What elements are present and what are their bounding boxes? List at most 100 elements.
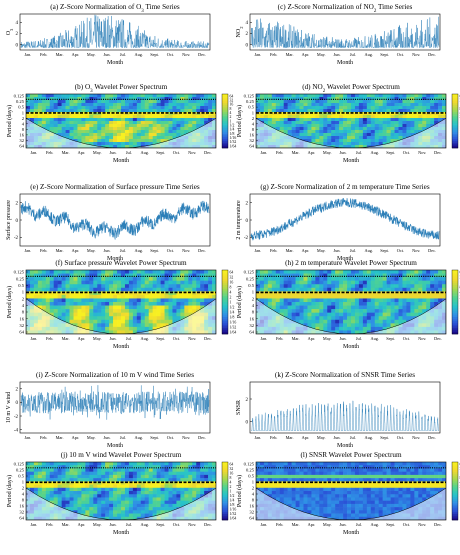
y-tick-label: -2 xyxy=(244,236,249,241)
power-cell xyxy=(296,284,300,288)
power-cell xyxy=(359,281,363,285)
panel-title-h: (h) 2 m temperature Wavelet Power Spectr… xyxy=(285,259,417,267)
power-cell xyxy=(422,298,426,302)
power-cell xyxy=(157,109,161,112)
power-cell xyxy=(260,468,264,472)
power-cell xyxy=(192,485,196,489)
power-cell xyxy=(70,472,74,476)
power-cell xyxy=(125,320,129,324)
power-cell xyxy=(172,491,176,495)
month-tick-h: Jun. xyxy=(340,336,347,341)
power-cell xyxy=(387,323,391,327)
power-cell xyxy=(319,121,323,124)
power-cell xyxy=(105,309,109,313)
power-cell xyxy=(105,103,109,106)
power-cell xyxy=(101,127,105,130)
power-cell xyxy=(304,106,308,109)
power-cell xyxy=(141,491,145,495)
colorbar-step xyxy=(222,287,228,289)
power-cell xyxy=(351,327,355,331)
power-cell xyxy=(300,103,304,106)
power-cell xyxy=(256,109,260,112)
colorbar-step xyxy=(222,501,228,503)
power-cell xyxy=(38,478,42,482)
power-cell xyxy=(161,106,165,109)
power-cell xyxy=(58,475,62,479)
power-cell xyxy=(363,121,367,124)
period-tick-label: 16 xyxy=(249,132,254,137)
power-cell xyxy=(272,462,276,466)
power-cell xyxy=(375,115,379,118)
power-cell xyxy=(169,270,173,274)
power-cell xyxy=(359,118,363,121)
power-cell xyxy=(42,475,46,479)
colorbar-step xyxy=(222,510,228,512)
power-cell xyxy=(125,462,129,466)
power-cell xyxy=(192,298,196,302)
power-cell xyxy=(42,306,46,310)
power-cell xyxy=(26,115,30,118)
power-cell xyxy=(304,115,308,118)
power-cell xyxy=(284,313,288,317)
power-cell xyxy=(176,127,180,130)
power-cell xyxy=(70,277,74,281)
power-cell xyxy=(105,106,109,109)
power-cell xyxy=(280,277,284,281)
power-cell xyxy=(105,507,109,511)
month-tick-a: Sept. xyxy=(150,52,159,57)
power-cell xyxy=(304,320,308,324)
power-cell xyxy=(81,306,85,310)
power-cell xyxy=(137,109,141,112)
power-cell xyxy=(180,462,184,466)
power-cell xyxy=(133,118,137,121)
month-tick-b: Nov. xyxy=(188,150,196,155)
power-cell xyxy=(149,281,153,285)
power-cell xyxy=(77,103,81,106)
power-cell xyxy=(442,106,446,109)
power-cell xyxy=(109,475,113,479)
power-cell xyxy=(347,309,351,313)
power-cell xyxy=(292,121,296,124)
power-cell xyxy=(113,472,117,476)
power-cell xyxy=(375,103,379,106)
power-cell xyxy=(327,306,331,310)
power-cell xyxy=(101,491,105,495)
power-cell xyxy=(387,295,391,299)
power-cell xyxy=(77,136,81,139)
power-cell xyxy=(58,103,62,106)
power-cell xyxy=(81,504,85,508)
power-cell xyxy=(109,497,113,501)
power-cell xyxy=(430,103,434,106)
power-cell xyxy=(208,109,212,112)
power-cell xyxy=(133,121,137,124)
power-cell xyxy=(74,130,78,133)
power-cell xyxy=(260,103,264,106)
power-cell xyxy=(351,127,355,130)
power-cell xyxy=(105,302,109,306)
power-cell xyxy=(137,281,141,285)
power-cell xyxy=(77,284,81,288)
colorbar-step xyxy=(452,101,458,103)
power-cell xyxy=(414,270,418,274)
power-cell xyxy=(208,462,212,466)
colorbar-step xyxy=(452,98,458,100)
power-cell xyxy=(77,106,81,109)
power-cell xyxy=(200,103,204,106)
power-cell xyxy=(93,127,97,130)
power-cell xyxy=(319,130,323,133)
power-cell xyxy=(335,118,339,121)
power-cell xyxy=(77,100,81,103)
power-cell xyxy=(121,139,125,142)
power-cell xyxy=(42,281,46,285)
power-cell xyxy=(42,121,46,124)
power-cell xyxy=(442,277,446,281)
power-cell xyxy=(105,510,109,514)
power-cell xyxy=(66,313,70,317)
power-cell xyxy=(304,302,308,306)
power-cell xyxy=(180,281,184,285)
power-cell xyxy=(50,103,54,106)
power-cell xyxy=(89,115,93,118)
power-cell xyxy=(97,507,101,511)
power-cell xyxy=(256,468,260,472)
power-cell xyxy=(339,316,343,320)
